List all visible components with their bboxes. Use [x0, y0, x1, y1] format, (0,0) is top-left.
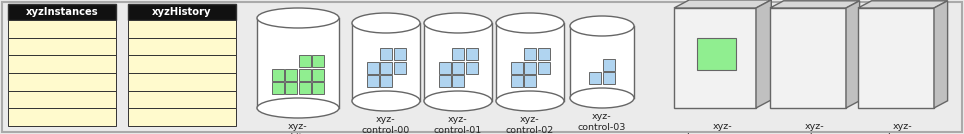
Polygon shape — [934, 1, 948, 108]
FancyBboxPatch shape — [538, 48, 549, 60]
FancyBboxPatch shape — [272, 68, 283, 81]
FancyBboxPatch shape — [380, 75, 392, 87]
Ellipse shape — [257, 8, 339, 28]
FancyBboxPatch shape — [466, 48, 477, 60]
FancyBboxPatch shape — [312, 68, 324, 81]
FancyBboxPatch shape — [393, 48, 406, 60]
FancyBboxPatch shape — [8, 73, 116, 91]
FancyBboxPatch shape — [128, 91, 236, 108]
FancyBboxPatch shape — [299, 68, 310, 81]
FancyBboxPatch shape — [366, 62, 379, 74]
FancyBboxPatch shape — [524, 75, 536, 87]
FancyBboxPatch shape — [128, 73, 236, 91]
FancyBboxPatch shape — [272, 82, 283, 94]
FancyBboxPatch shape — [511, 62, 522, 74]
FancyBboxPatch shape — [496, 23, 564, 101]
Text: xyz-
control-00: xyz- control-00 — [362, 115, 410, 134]
FancyBboxPatch shape — [128, 55, 236, 73]
Ellipse shape — [352, 13, 420, 33]
FancyBboxPatch shape — [380, 48, 392, 60]
FancyBboxPatch shape — [380, 62, 392, 74]
FancyBboxPatch shape — [285, 82, 297, 94]
Polygon shape — [770, 1, 860, 8]
FancyBboxPatch shape — [452, 48, 464, 60]
FancyBboxPatch shape — [452, 62, 464, 74]
Text: xyzHistory: xyzHistory — [152, 7, 212, 17]
Ellipse shape — [424, 91, 492, 111]
FancyBboxPatch shape — [524, 48, 536, 60]
FancyBboxPatch shape — [439, 75, 450, 87]
Ellipse shape — [570, 16, 634, 36]
Ellipse shape — [496, 13, 564, 33]
Ellipse shape — [570, 88, 634, 108]
Ellipse shape — [257, 98, 339, 118]
FancyBboxPatch shape — [128, 4, 236, 20]
Polygon shape — [756, 0, 771, 108]
FancyBboxPatch shape — [697, 38, 736, 70]
FancyBboxPatch shape — [570, 26, 634, 98]
FancyBboxPatch shape — [452, 75, 464, 87]
FancyBboxPatch shape — [770, 8, 846, 108]
FancyBboxPatch shape — [8, 55, 116, 73]
FancyBboxPatch shape — [524, 62, 536, 74]
Ellipse shape — [424, 13, 492, 33]
Polygon shape — [858, 1, 948, 8]
FancyBboxPatch shape — [466, 62, 477, 74]
FancyBboxPatch shape — [352, 23, 420, 101]
Text: xyzInstances: xyzInstances — [26, 7, 98, 17]
FancyBboxPatch shape — [285, 68, 297, 81]
FancyBboxPatch shape — [128, 20, 236, 38]
FancyBboxPatch shape — [858, 8, 934, 108]
FancyBboxPatch shape — [439, 62, 450, 74]
FancyBboxPatch shape — [602, 72, 615, 84]
Ellipse shape — [496, 91, 564, 111]
FancyBboxPatch shape — [366, 75, 379, 87]
FancyBboxPatch shape — [8, 91, 116, 108]
Text: xyz-
applease: xyz- applease — [792, 122, 836, 134]
FancyBboxPatch shape — [128, 38, 236, 55]
Text: xyz-
control-02: xyz- control-02 — [506, 115, 554, 134]
Text: xyz-
workitems: xyz- workitems — [273, 122, 323, 134]
Text: xyz-
leases: xyz- leases — [887, 122, 918, 134]
FancyBboxPatch shape — [8, 38, 116, 55]
FancyBboxPatch shape — [312, 55, 324, 67]
FancyBboxPatch shape — [8, 108, 116, 126]
Polygon shape — [846, 1, 860, 108]
FancyBboxPatch shape — [674, 8, 756, 108]
Ellipse shape — [352, 91, 420, 111]
FancyBboxPatch shape — [312, 82, 324, 94]
FancyBboxPatch shape — [8, 4, 116, 20]
FancyBboxPatch shape — [424, 23, 492, 101]
FancyBboxPatch shape — [299, 82, 310, 94]
FancyBboxPatch shape — [589, 72, 602, 84]
FancyBboxPatch shape — [299, 55, 310, 67]
FancyBboxPatch shape — [128, 108, 236, 126]
Text: xyz-
control-01: xyz- control-01 — [434, 115, 482, 134]
Text: xyz-
control-03: xyz- control-03 — [577, 112, 627, 132]
FancyBboxPatch shape — [602, 59, 615, 70]
FancyBboxPatch shape — [257, 18, 339, 108]
FancyBboxPatch shape — [8, 20, 116, 38]
FancyBboxPatch shape — [2, 2, 962, 132]
Text: xyz-
largemessages: xyz- largemessages — [686, 122, 759, 134]
FancyBboxPatch shape — [538, 62, 549, 74]
FancyBboxPatch shape — [393, 62, 406, 74]
FancyBboxPatch shape — [511, 75, 522, 87]
Polygon shape — [674, 0, 771, 8]
